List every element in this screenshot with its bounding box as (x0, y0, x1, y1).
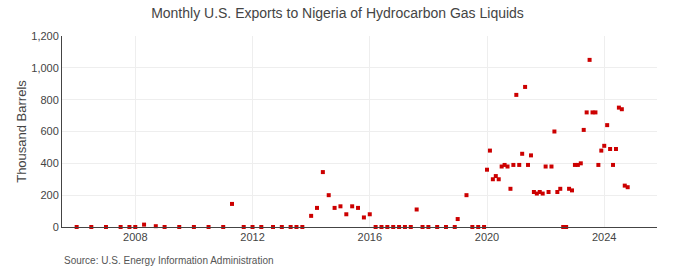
svg-text:Thousand Barrels: Thousand Barrels (14, 80, 29, 183)
svg-text:1,000: 1,000 (31, 62, 59, 74)
svg-text:2012: 2012 (240, 231, 264, 243)
svg-text:Monthly U.S. Exports to Nigeri: Monthly U.S. Exports to Nigeria of Hydro… (151, 5, 524, 21)
svg-text:400: 400 (40, 157, 58, 169)
svg-text:200: 200 (40, 189, 58, 201)
svg-text:800: 800 (40, 94, 58, 106)
svg-text:1,200: 1,200 (31, 30, 59, 42)
svg-text:0: 0 (53, 221, 59, 233)
svg-text:600: 600 (40, 125, 58, 137)
svg-text:2020: 2020 (475, 231, 499, 243)
svg-text:2016: 2016 (358, 231, 382, 243)
svg-text:2008: 2008 (123, 231, 147, 243)
svg-text:Source: U.S. Energy Informatio: Source: U.S. Energy Information Administ… (64, 255, 274, 266)
svg-text:2024: 2024 (592, 231, 616, 243)
